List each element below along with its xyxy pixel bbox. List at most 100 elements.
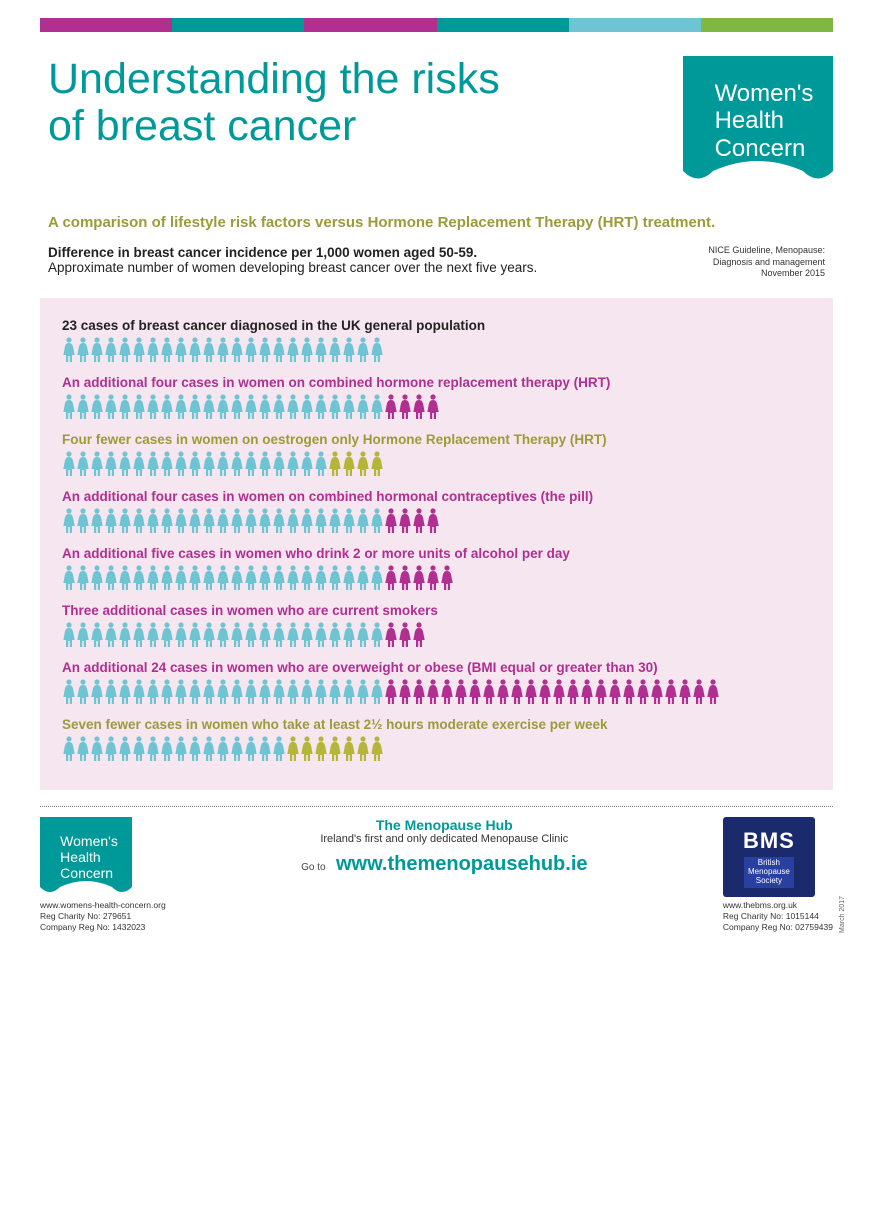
data-row-label: 23 cases of breast cancer diagnosed in t… — [62, 318, 811, 333]
woman-icon — [314, 337, 328, 363]
woman-icon — [160, 508, 174, 534]
woman-icon — [342, 394, 356, 420]
woman-icon — [90, 736, 104, 762]
woman-icon — [174, 736, 188, 762]
woman-icon — [384, 622, 398, 648]
icon-row — [62, 565, 811, 591]
woman-icon — [692, 679, 706, 705]
woman-icon — [384, 565, 398, 591]
woman-icon — [230, 394, 244, 420]
woman-icon — [104, 622, 118, 648]
woman-icon — [244, 337, 258, 363]
woman-icon — [244, 565, 258, 591]
woman-icon — [132, 622, 146, 648]
woman-icon — [62, 394, 76, 420]
woman-icon — [160, 451, 174, 477]
woman-icon — [146, 508, 160, 534]
data-row-label: Four fewer cases in women on oestrogen o… — [62, 432, 811, 447]
woman-icon — [314, 394, 328, 420]
data-row-label: An additional four cases in women on com… — [62, 489, 811, 504]
woman-icon — [356, 451, 370, 477]
woman-icon — [328, 622, 342, 648]
woman-icon — [216, 508, 230, 534]
woman-icon — [104, 451, 118, 477]
woman-icon — [370, 736, 384, 762]
data-panel: 23 cases of breast cancer diagnosed in t… — [40, 298, 833, 790]
woman-icon — [188, 622, 202, 648]
woman-icon — [370, 394, 384, 420]
woman-icon — [370, 622, 384, 648]
woman-icon — [174, 451, 188, 477]
woman-icon — [146, 451, 160, 477]
footer-right: BMS British Menopause Society www.thebms… — [723, 817, 833, 933]
woman-icon — [146, 622, 160, 648]
woman-icon — [286, 451, 300, 477]
woman-icon — [76, 451, 90, 477]
woman-icon — [412, 679, 426, 705]
woman-icon — [384, 679, 398, 705]
data-row-label: Seven fewer cases in women who take at l… — [62, 717, 811, 732]
publication-date: March 2017 — [838, 896, 847, 933]
source-line-1: NICE Guideline, Menopause: — [708, 245, 825, 257]
whc-logo: Women's Health Concern — [683, 56, 833, 186]
woman-icon — [230, 622, 244, 648]
whc-reg-2: Company Reg No: 1432023 — [40, 922, 166, 933]
woman-icon — [132, 337, 146, 363]
woman-icon — [342, 679, 356, 705]
bms-logo-big: BMS — [743, 827, 795, 856]
woman-icon — [118, 337, 132, 363]
woman-icon — [244, 508, 258, 534]
woman-icon — [146, 679, 160, 705]
woman-icon — [272, 736, 286, 762]
woman-icon — [272, 508, 286, 534]
woman-icon — [230, 736, 244, 762]
woman-icon — [538, 679, 552, 705]
stripe-segment — [40, 18, 172, 32]
woman-icon — [244, 622, 258, 648]
woman-icon — [272, 565, 286, 591]
woman-icon — [300, 565, 314, 591]
data-row: An additional 24 cases in women who are … — [62, 660, 811, 705]
woman-icon — [314, 736, 328, 762]
woman-icon — [230, 679, 244, 705]
woman-icon — [664, 679, 678, 705]
woman-icon — [202, 337, 216, 363]
whc-small-l3: Concern — [60, 865, 118, 881]
woman-icon — [62, 565, 76, 591]
woman-icon — [90, 679, 104, 705]
woman-icon — [62, 736, 76, 762]
woman-icon — [412, 565, 426, 591]
whc-logo-line-2: Health — [715, 107, 814, 135]
woman-icon — [118, 394, 132, 420]
whc-logo-line-1: Women's — [715, 80, 814, 108]
woman-icon — [524, 679, 538, 705]
woman-icon — [440, 679, 454, 705]
data-row-label: Three additional cases in women who are … — [62, 603, 811, 618]
woman-icon — [314, 622, 328, 648]
woman-icon — [384, 394, 398, 420]
woman-icon — [580, 679, 594, 705]
woman-icon — [160, 622, 174, 648]
woman-icon — [202, 394, 216, 420]
description-plain: Approximate number of women developing b… — [48, 260, 537, 275]
woman-icon — [356, 508, 370, 534]
woman-icon — [356, 565, 370, 591]
woman-icon — [118, 508, 132, 534]
woman-icon — [76, 337, 90, 363]
woman-icon — [398, 394, 412, 420]
woman-icon — [314, 451, 328, 477]
bms-reg-2: Company Reg No: 02759439 — [723, 922, 833, 933]
woman-icon — [118, 451, 132, 477]
icon-row — [62, 679, 811, 705]
woman-icon — [300, 622, 314, 648]
source-line-3: November 2015 — [708, 268, 825, 280]
stripe-segment — [172, 18, 304, 32]
woman-icon — [160, 394, 174, 420]
footer: Women's Health Concern www.womens-health… — [40, 817, 833, 933]
woman-icon — [384, 508, 398, 534]
woman-icon — [188, 736, 202, 762]
woman-icon — [342, 736, 356, 762]
woman-icon — [342, 622, 356, 648]
woman-icon — [104, 337, 118, 363]
woman-icon — [244, 736, 258, 762]
